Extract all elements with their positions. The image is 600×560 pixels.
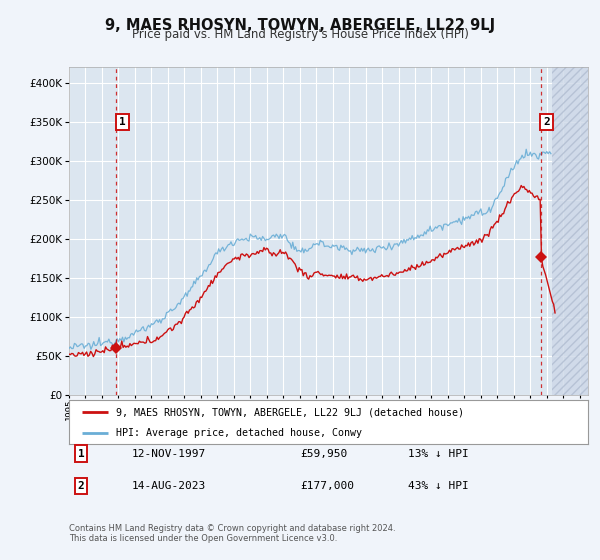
Text: £59,950: £59,950 — [300, 449, 347, 459]
Text: 13% ↓ HPI: 13% ↓ HPI — [408, 449, 469, 459]
Text: 9, MAES RHOSYN, TOWYN, ABERGELE, LL22 9LJ: 9, MAES RHOSYN, TOWYN, ABERGELE, LL22 9L… — [105, 18, 495, 33]
Text: Price paid vs. HM Land Registry's House Price Index (HPI): Price paid vs. HM Land Registry's House … — [131, 28, 469, 41]
Text: HPI: Average price, detached house, Conwy: HPI: Average price, detached house, Conw… — [116, 428, 362, 437]
Text: 1: 1 — [119, 117, 125, 127]
Text: This data is licensed under the Open Government Licence v3.0.: This data is licensed under the Open Gov… — [69, 534, 337, 543]
Bar — [552, 67, 588, 395]
Text: Contains HM Land Registry data © Crown copyright and database right 2024.: Contains HM Land Registry data © Crown c… — [69, 524, 395, 533]
Text: 1: 1 — [77, 449, 85, 459]
Text: 14-AUG-2023: 14-AUG-2023 — [132, 481, 206, 491]
Text: 43% ↓ HPI: 43% ↓ HPI — [408, 481, 469, 491]
Text: 2: 2 — [77, 481, 85, 491]
Text: 12-NOV-1997: 12-NOV-1997 — [132, 449, 206, 459]
Text: 2: 2 — [543, 117, 550, 127]
Text: 9, MAES RHOSYN, TOWYN, ABERGELE, LL22 9LJ (detached house): 9, MAES RHOSYN, TOWYN, ABERGELE, LL22 9L… — [116, 407, 464, 417]
Text: £177,000: £177,000 — [300, 481, 354, 491]
